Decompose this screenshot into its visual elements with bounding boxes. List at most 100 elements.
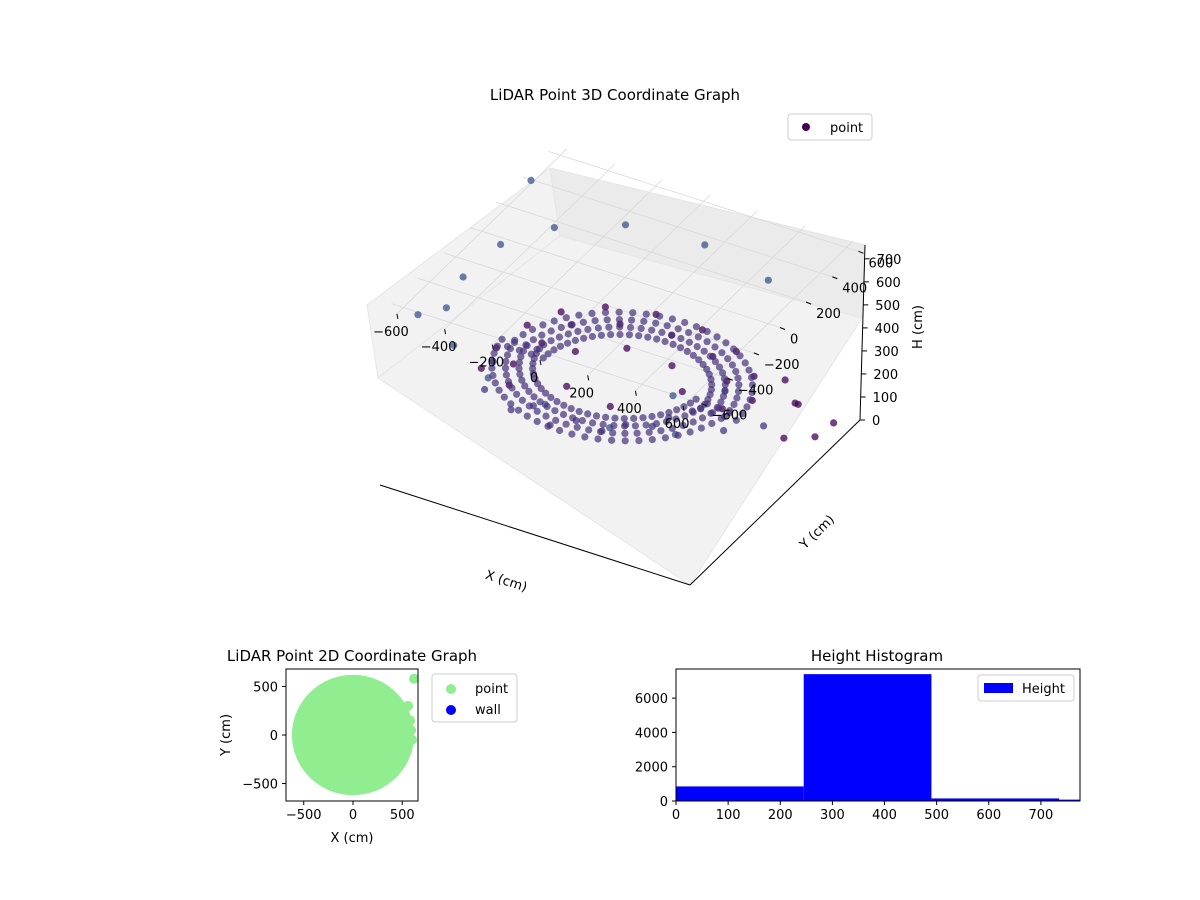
y-tick-label: 200 (816, 307, 841, 322)
point-3d (720, 427, 728, 435)
point-3d (559, 410, 568, 419)
point-3d (525, 402, 533, 410)
point-3d (508, 384, 516, 392)
legend-2d-label-point: point (475, 682, 508, 697)
point-3d (635, 437, 643, 445)
point-3d (514, 406, 523, 414)
y-tick (858, 250, 864, 254)
ticks-3d: −600−400−2000200400600−600−400−200020040… (373, 250, 901, 432)
point-3d (730, 400, 738, 408)
point-3d (601, 303, 610, 311)
point-3d (693, 343, 701, 351)
point-3d (652, 420, 661, 428)
point-3d (662, 418, 671, 426)
x-tick-label-hist: 700 (1028, 808, 1053, 823)
grid-line-y (469, 227, 781, 328)
point-3d (578, 417, 587, 425)
point-3d (711, 358, 720, 366)
point-3d (661, 434, 670, 442)
point-3d (689, 408, 697, 416)
legend-2d-label-wall: wall (475, 703, 501, 718)
point-3d (495, 386, 503, 394)
point-3d (680, 403, 688, 411)
point-3d (615, 308, 623, 316)
y-tick (779, 327, 786, 330)
z-tick-label: 600 (876, 276, 901, 291)
lidar-3d-plot: LiDAR Point 3D Coordinate Graph −600 −400… (366, 86, 926, 595)
x-tick (396, 313, 399, 319)
point-3d (553, 398, 561, 406)
point-3d (747, 373, 756, 382)
point-3d (500, 393, 508, 401)
point-3d (507, 406, 515, 414)
points-2d (291, 673, 418, 796)
point-3d (519, 347, 528, 355)
point-3d (488, 364, 496, 372)
point-3d (568, 321, 576, 329)
point-3d (697, 424, 706, 432)
point-3d (547, 337, 555, 345)
x-tick (539, 359, 542, 366)
legend-2d-marker-wall (446, 705, 456, 715)
point-3d (648, 436, 656, 444)
point-3d (703, 327, 711, 336)
point-3d (601, 308, 610, 316)
point-3d (616, 330, 624, 339)
point-3d (707, 386, 716, 394)
histogram-bar (803, 674, 932, 801)
point-3d (597, 331, 606, 339)
point-3d (533, 417, 541, 426)
point-3d (663, 322, 671, 330)
point-3d (697, 404, 705, 412)
point-3d (635, 332, 643, 340)
point-3d (781, 376, 789, 384)
point-3d (610, 422, 618, 430)
point-3d (588, 309, 596, 317)
legend-histogram-swatch (984, 683, 1013, 693)
point-3d (594, 435, 602, 443)
point-3d (551, 407, 559, 415)
y-tick-label-hist: 2000 (635, 761, 668, 776)
grid-line-y (443, 252, 754, 354)
point-3d (707, 409, 715, 417)
point-3d (518, 396, 527, 404)
point-3d (681, 318, 689, 327)
point-3d (656, 312, 664, 320)
legend-histogram-label: Height (1022, 682, 1065, 697)
y-tick (727, 377, 733, 381)
point-3d (519, 331, 527, 339)
point-3d (648, 412, 656, 421)
z-tick-label: 400 (875, 322, 900, 337)
y-tick-label: −200 (764, 358, 800, 373)
point-3d (502, 358, 510, 366)
lidar-2d-x-label: X (cm) (331, 831, 374, 846)
point-3d (557, 308, 565, 316)
point-3d (720, 375, 729, 383)
point-3d (517, 353, 525, 361)
point-3d (621, 422, 629, 430)
point-3d (713, 333, 721, 341)
point-3d (509, 360, 517, 368)
point-3d (689, 418, 697, 426)
point-3d (734, 374, 742, 382)
point-3d (594, 324, 602, 332)
point-2d (407, 734, 418, 745)
point-3d (621, 437, 629, 445)
pane-floor (377, 235, 863, 586)
point-3d (633, 429, 641, 437)
point-3d (529, 359, 537, 368)
point-3d (746, 396, 754, 404)
z-tick-label: 0 (872, 414, 880, 429)
point-3d (677, 334, 685, 343)
point-3d (708, 419, 716, 428)
x-tick-label-hist: 0 (672, 808, 680, 823)
legend-3d: point (787, 113, 873, 141)
point-3d (685, 329, 693, 337)
point-3d (640, 317, 648, 325)
point-3d (584, 325, 592, 333)
legend-2d-marker-point (446, 684, 456, 694)
point-3d (685, 338, 694, 346)
y-axis-label: Y (cm) (797, 512, 838, 553)
point-3d (674, 325, 682, 333)
point-3d (678, 388, 686, 396)
